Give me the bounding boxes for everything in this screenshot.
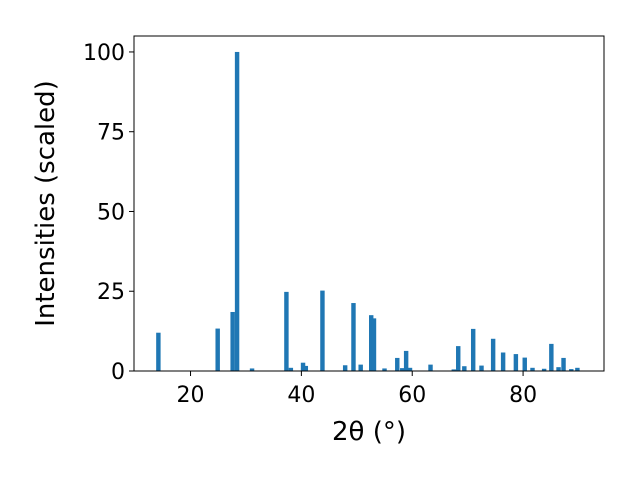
bar [371, 318, 377, 371]
axis-ticks: 20 40 60 80 0 25 50 75 100 [83, 41, 537, 408]
bar [575, 367, 580, 371]
bar [462, 366, 467, 371]
bar [369, 315, 374, 371]
bar [288, 367, 294, 371]
bar [549, 343, 554, 371]
bar [403, 350, 409, 371]
bar [382, 368, 387, 371]
bar [342, 365, 348, 371]
bar [530, 367, 535, 371]
bar [320, 290, 325, 371]
bar [234, 51, 240, 371]
y-tick-label: 50 [97, 200, 125, 225]
bar [395, 357, 400, 371]
bar [556, 367, 561, 371]
bar [351, 303, 356, 371]
bar [284, 291, 289, 371]
x-tick-label: 20 [177, 383, 205, 408]
y-tick-label: 0 [111, 360, 125, 385]
bars [156, 51, 580, 371]
plot-area-frame [133, 35, 605, 372]
y-tick-label: 100 [83, 41, 125, 66]
bar [156, 332, 161, 371]
bar [300, 362, 306, 371]
bar [230, 311, 235, 371]
x-tick-label: 60 [398, 383, 426, 408]
bar [490, 338, 496, 371]
bar [428, 364, 433, 371]
bar [215, 328, 220, 371]
bar [541, 368, 547, 371]
y-axis-label: Intensities (scaled) [31, 80, 61, 327]
bar [513, 354, 519, 371]
x-tick-label: 80 [509, 383, 537, 408]
bar [470, 328, 476, 371]
bar [500, 352, 506, 371]
bar [569, 369, 574, 371]
bar [451, 369, 457, 371]
y-tick-label: 25 [97, 280, 125, 305]
x-tick-label: 40 [287, 383, 315, 408]
x-axis-label: 2θ (°) [332, 417, 406, 447]
bar [358, 364, 363, 371]
bar [561, 357, 566, 371]
y-tick-label: 75 [97, 121, 125, 146]
bar [479, 365, 484, 371]
bar [400, 368, 405, 371]
bar [303, 365, 309, 371]
bar [456, 346, 461, 371]
bar [407, 367, 413, 371]
bar [522, 357, 527, 371]
bar [249, 368, 255, 371]
